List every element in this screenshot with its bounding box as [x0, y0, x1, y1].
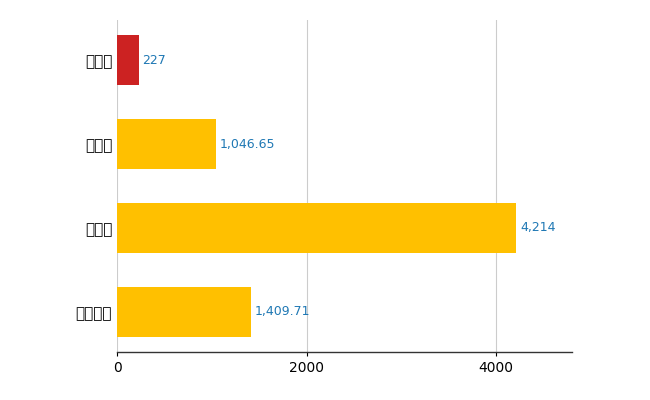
Text: 1,409.71: 1,409.71: [254, 305, 310, 318]
Text: 1,046.65: 1,046.65: [220, 138, 276, 150]
Bar: [117, 203, 517, 253]
Bar: [117, 287, 251, 337]
Bar: [117, 119, 216, 169]
Bar: [117, 35, 138, 85]
Text: 227: 227: [142, 54, 166, 67]
Text: 4,214: 4,214: [520, 222, 556, 234]
